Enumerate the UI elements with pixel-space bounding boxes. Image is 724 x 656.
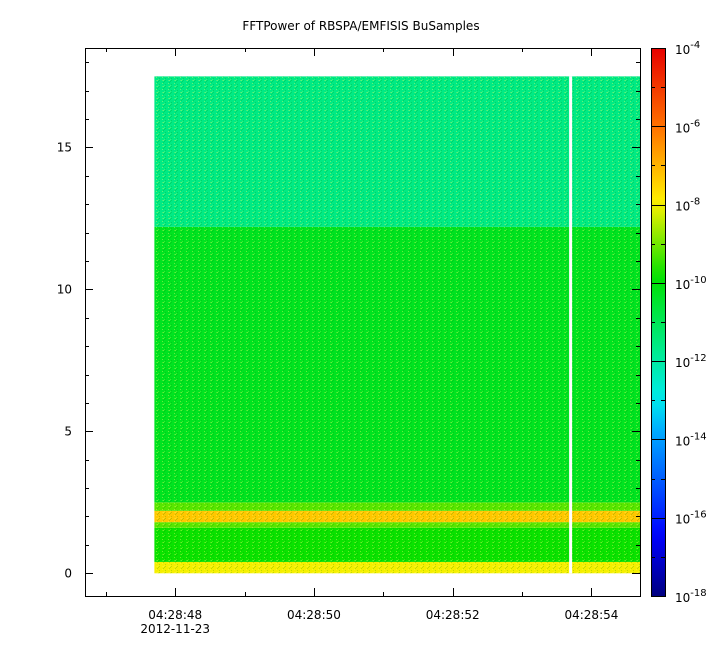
colorbar-tick-exponent: -8	[690, 197, 700, 208]
spectrogram-band-texture-1	[154, 527, 640, 562]
colorbar-tick-exponent: -10	[690, 275, 706, 286]
colorbar-tick-label: 10-14	[675, 431, 707, 448]
spectrogram-band-texture-0	[154, 561, 640, 574]
colorbar-tick-label: 10-12	[675, 353, 707, 370]
colorbar-tick-exponent: -12	[690, 353, 706, 364]
colorbar-gradient	[651, 48, 665, 596]
colorbar-tick-base: 10	[675, 356, 690, 370]
spectrogram-band-texture-5	[154, 226, 640, 503]
colorbar-tick-label: 10-16	[675, 510, 707, 527]
colorbar-tick-exponent: -16	[690, 510, 706, 521]
colorbar-tick-label: 10-4	[675, 40, 700, 57]
x-tick-label: 04:28:48	[148, 608, 202, 622]
colorbar-tick-label: 10-18	[675, 588, 707, 605]
x-axis: 04:28:48 04:28:50 04:28:52 04:28:54 2012-11-…	[106, 48, 618, 636]
spectrogram-band-texture-6	[154, 76, 640, 227]
x-date-label: 2012-11-23	[140, 622, 210, 636]
y-tick-label: 5	[64, 424, 72, 438]
spectrogram-band-texture-3	[154, 510, 640, 523]
colorbar-tick-exponent: -18	[690, 588, 706, 599]
colorbar-tick-label: 10-6	[675, 118, 700, 135]
chart-title: FFTPower of RBSPA/EMFISIS BuSamples	[242, 19, 479, 33]
x-tick-label: 04:28:50	[287, 608, 341, 622]
colorbar-tick-base: 10	[675, 591, 690, 605]
y-tick-label: 10	[57, 282, 72, 296]
y-tick-label: 0	[64, 566, 72, 580]
colorbar-tick-exponent: -6	[690, 118, 700, 129]
x-tick-label: 04:28:54	[564, 608, 618, 622]
colorbar-tick-exponent: -4	[690, 40, 700, 51]
colorbar-tick-base: 10	[675, 434, 690, 448]
colorbar-tick-base: 10	[675, 278, 690, 292]
x-tick-label: 04:28:52	[426, 608, 480, 622]
y-axis: 0 5 10 15	[57, 62, 640, 580]
y-tick-label: 15	[57, 140, 72, 154]
colorbar-tick-label: 10-10	[675, 275, 707, 292]
colorbar-tick-exponent: -14	[690, 431, 706, 442]
data-gap	[569, 76, 573, 574]
colorbar-tick-label: 10-8	[675, 197, 700, 214]
plot-frame	[85, 48, 641, 597]
spectrogram-band-texture-2	[154, 522, 640, 528]
colorbar-tick-base: 10	[675, 513, 690, 527]
spectrogram-band-texture-4	[154, 502, 640, 511]
plot-area	[85, 48, 641, 597]
colorbar-tick-base: 10	[675, 121, 690, 135]
colorbar-tick-base: 10	[675, 43, 690, 57]
colorbar-tick-base: 10	[675, 200, 690, 214]
